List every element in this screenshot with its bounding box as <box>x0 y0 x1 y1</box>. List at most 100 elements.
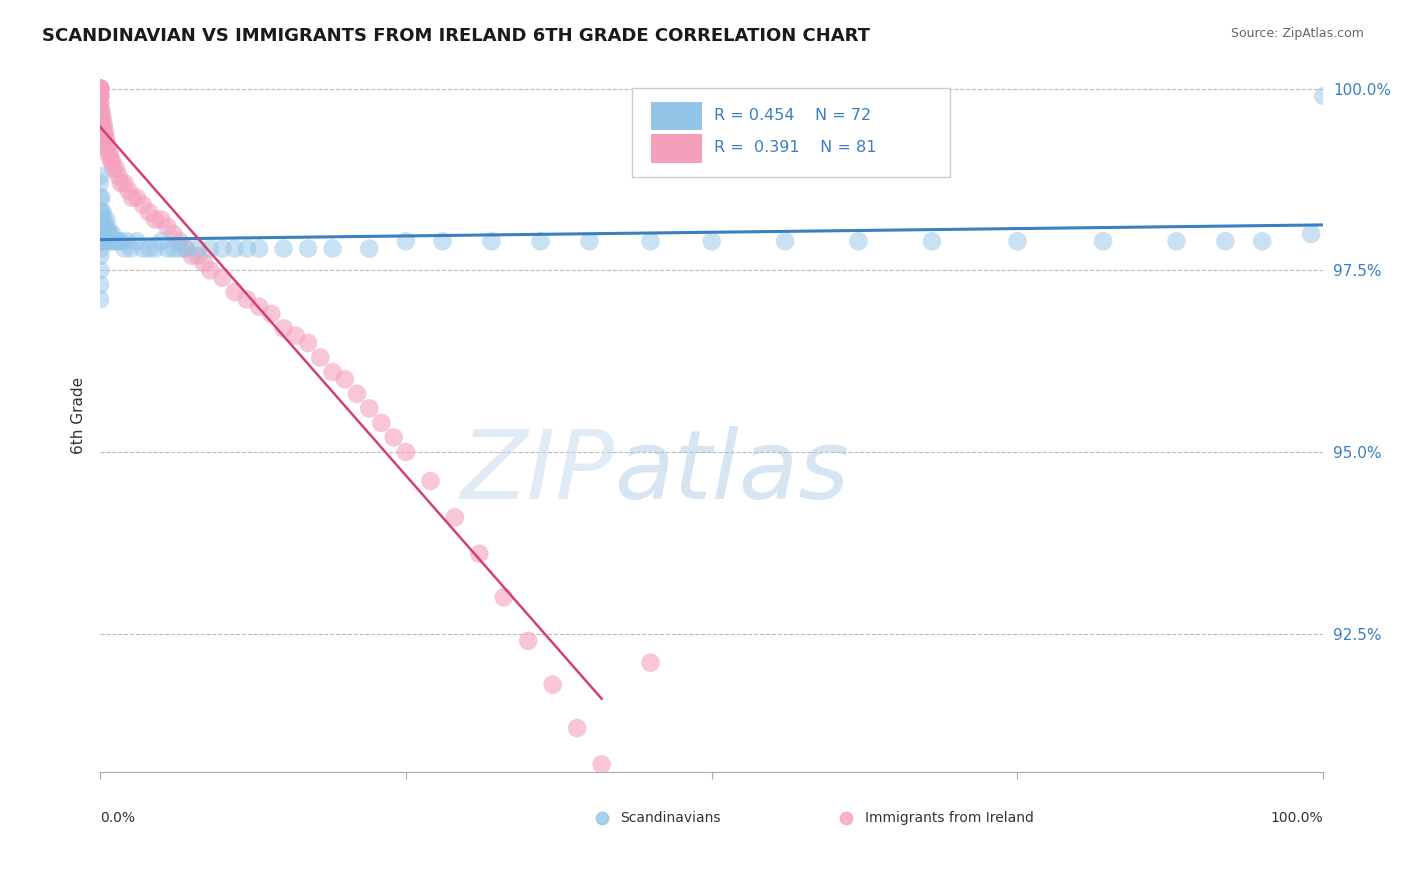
Point <box>395 234 418 248</box>
Point <box>89 103 111 118</box>
Point <box>91 125 114 139</box>
Point <box>492 591 515 605</box>
Point <box>700 234 723 248</box>
Point <box>359 242 381 256</box>
Point <box>90 205 112 219</box>
Point <box>89 293 111 307</box>
Point <box>115 234 138 248</box>
Point <box>89 169 111 183</box>
Point <box>100 234 122 248</box>
Point <box>565 721 588 735</box>
Point <box>96 212 118 227</box>
Point <box>89 277 111 292</box>
Point <box>89 96 111 111</box>
Point <box>100 154 122 169</box>
Text: R = 0.454    N = 72: R = 0.454 N = 72 <box>714 108 872 122</box>
Text: 100.0%: 100.0% <box>1271 811 1323 825</box>
Point <box>89 81 111 95</box>
Point <box>107 234 129 248</box>
Point <box>89 125 111 139</box>
Point <box>346 387 368 401</box>
Point <box>121 191 143 205</box>
Point <box>89 219 111 234</box>
Point <box>94 125 117 139</box>
Point <box>432 234 454 248</box>
Point <box>90 191 112 205</box>
Point <box>169 234 191 248</box>
Point <box>138 242 160 256</box>
Text: atlas: atlas <box>614 426 849 519</box>
Point <box>1312 89 1334 103</box>
Point <box>105 234 128 248</box>
Point <box>90 118 112 132</box>
Point <box>247 300 270 314</box>
Point <box>101 154 124 169</box>
Point <box>921 234 943 248</box>
Point <box>236 293 259 307</box>
Point <box>110 176 132 190</box>
Point <box>89 81 111 95</box>
Point <box>89 81 111 95</box>
Point <box>162 242 184 256</box>
Point <box>91 205 114 219</box>
Point <box>273 321 295 335</box>
Point <box>247 242 270 256</box>
Point <box>211 242 233 256</box>
Point <box>578 234 600 248</box>
Point <box>125 234 148 248</box>
Point <box>89 234 111 248</box>
Point <box>224 242 246 256</box>
Point <box>382 430 405 444</box>
Text: R =  0.391    N = 81: R = 0.391 N = 81 <box>714 140 877 155</box>
Text: SCANDINAVIAN VS IMMIGRANTS FROM IRELAND 6TH GRADE CORRELATION CHART: SCANDINAVIAN VS IMMIGRANTS FROM IRELAND … <box>42 27 870 45</box>
Y-axis label: 6th Grade: 6th Grade <box>72 377 86 454</box>
FancyBboxPatch shape <box>651 135 702 163</box>
Point <box>156 219 179 234</box>
Point <box>1299 227 1322 241</box>
Point <box>89 89 111 103</box>
Point <box>89 81 111 95</box>
Point <box>169 242 191 256</box>
Point <box>162 227 184 241</box>
Point <box>96 140 118 154</box>
Point <box>200 263 222 277</box>
Point <box>1251 234 1274 248</box>
Point <box>193 256 215 270</box>
Point <box>419 474 441 488</box>
Point <box>640 234 662 248</box>
Point <box>322 365 344 379</box>
Point <box>529 234 551 248</box>
Text: 0.0%: 0.0% <box>100 811 135 825</box>
Point <box>1092 234 1115 248</box>
Point <box>93 212 115 227</box>
Point <box>359 401 381 416</box>
Point <box>89 89 111 103</box>
Point <box>96 140 118 154</box>
Point <box>260 307 283 321</box>
Point <box>91 234 114 248</box>
Point <box>89 89 111 103</box>
Point <box>89 111 111 125</box>
Point <box>120 242 142 256</box>
Point <box>284 328 307 343</box>
Point <box>89 118 111 132</box>
Point <box>90 103 112 118</box>
Point <box>91 118 114 132</box>
Point <box>224 285 246 299</box>
Point <box>94 132 117 146</box>
Point <box>96 132 118 146</box>
Point <box>114 242 136 256</box>
Point <box>97 227 120 241</box>
Point <box>114 176 136 190</box>
Point <box>150 234 173 248</box>
Text: Source: ZipAtlas.com: Source: ZipAtlas.com <box>1230 27 1364 40</box>
Point <box>132 242 155 256</box>
FancyBboxPatch shape <box>633 88 950 178</box>
Point <box>96 227 118 241</box>
Point <box>104 234 127 248</box>
Point <box>105 161 128 176</box>
Point <box>89 191 111 205</box>
Point <box>150 212 173 227</box>
Point <box>90 111 112 125</box>
Point <box>89 263 111 277</box>
